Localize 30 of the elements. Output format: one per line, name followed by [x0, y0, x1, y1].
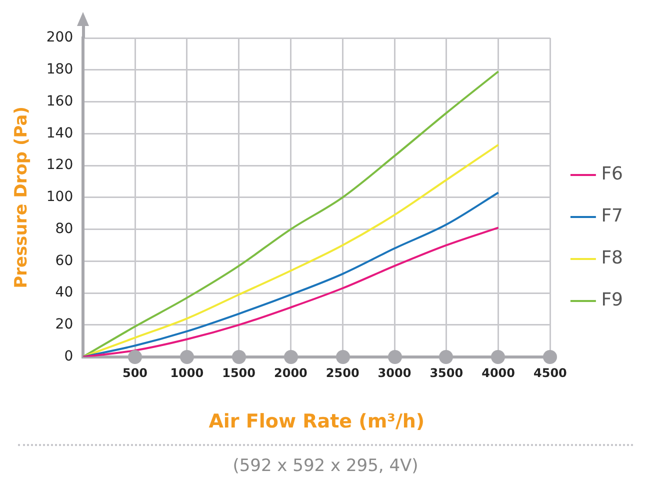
- y-tick-label: 60: [55, 252, 74, 269]
- y-tick-label: 120: [46, 157, 74, 174]
- x-tick-label: 500: [122, 366, 148, 380]
- y-axis-title: Pressure Drop (Pa): [12, 106, 32, 288]
- y-tick-label: 140: [46, 125, 74, 142]
- line-series: [83, 70, 500, 357]
- y-tick-label: 0: [64, 348, 74, 364]
- legend-label: F9: [601, 290, 624, 311]
- x-tick-label: 3500: [430, 366, 464, 380]
- x-tick-label: 1500: [222, 366, 256, 380]
- legend-label: F6: [601, 164, 624, 185]
- x-tick-label: 1000: [170, 366, 204, 380]
- legend-label: F7: [601, 206, 624, 227]
- text: (592 x 592 x 295, 4V): [232, 456, 420, 476]
- y-tick-label: 180: [46, 62, 74, 78]
- x-axis-title: Air Flow Rate (m³/h): [208, 410, 425, 433]
- y-tick-label: 160: [46, 93, 74, 110]
- x-tick-label: 2500: [326, 366, 360, 380]
- x-tick-label: 2000: [274, 366, 308, 380]
- x-tick-label: 4000: [482, 366, 515, 380]
- y-tick-label: 200: [46, 30, 74, 46]
- x-tick-label: 3000: [378, 366, 412, 380]
- y-tick-label: 80: [55, 220, 74, 237]
- y-tick-label: 40: [55, 284, 74, 301]
- x-tick-label: 4500: [533, 366, 567, 380]
- y-tick-label: 20: [55, 316, 74, 333]
- line-series: [83, 144, 500, 357]
- line-series: [83, 192, 500, 357]
- y-tick-label: 100: [46, 189, 74, 206]
- legend-label: F8: [601, 248, 624, 269]
